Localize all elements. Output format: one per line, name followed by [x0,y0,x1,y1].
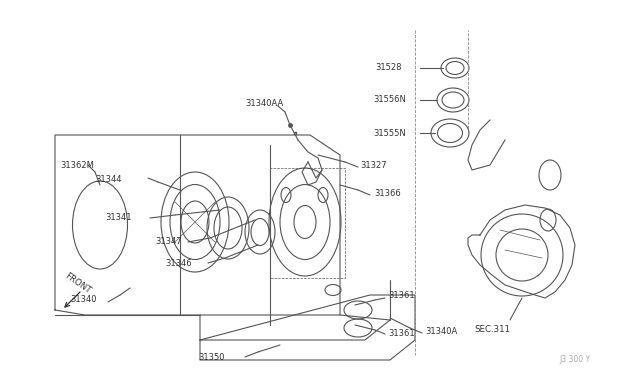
Text: 31528: 31528 [375,64,401,73]
Text: J3 300 Y: J3 300 Y [559,356,591,365]
Text: 31347: 31347 [155,237,182,247]
Text: 31340A: 31340A [425,327,457,336]
Text: 31346: 31346 [165,259,191,267]
Text: 31362M: 31362M [60,160,94,170]
Text: 31556N: 31556N [373,96,406,105]
Text: 31366: 31366 [374,189,401,198]
Text: 31361: 31361 [388,292,415,301]
Text: 31340: 31340 [70,295,97,305]
Text: 31340AA: 31340AA [245,99,284,109]
Text: SEC.311: SEC.311 [474,326,510,334]
Text: 31344: 31344 [95,176,122,185]
Text: FRONT: FRONT [63,271,93,295]
Text: 31555N: 31555N [373,128,406,138]
Text: 31327: 31327 [360,160,387,170]
Text: 31341: 31341 [105,214,131,222]
Text: 31350: 31350 [198,353,225,362]
Text: 31361: 31361 [388,330,415,339]
